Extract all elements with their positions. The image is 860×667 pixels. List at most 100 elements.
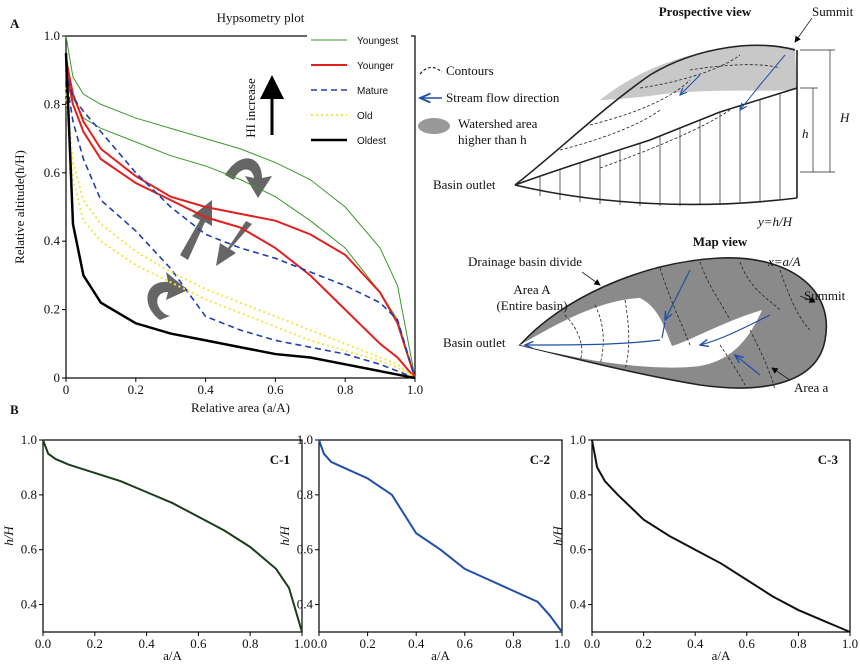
y-tick-label: 1.0 — [44, 28, 60, 43]
key-text: higher than h — [458, 132, 527, 147]
x-tick-label: 0.8 — [505, 636, 521, 651]
legend-label: Oldest — [357, 136, 386, 147]
legend-label: Old — [357, 111, 373, 122]
y-tick-label: 0.2 — [44, 302, 60, 317]
label: (Entire basin) — [496, 298, 567, 313]
series-line — [65, 70, 416, 379]
legend-box — [307, 26, 411, 161]
panel-label: B — [10, 402, 19, 417]
label: H — [839, 110, 850, 125]
x-tick-label: 0.4 — [687, 636, 704, 651]
x-tick-label: 0.2 — [359, 636, 375, 651]
x-tick-label: 0.4 — [197, 382, 214, 397]
x-tick-label: 1.0 — [842, 636, 858, 651]
x-tick-label: 0.6 — [267, 382, 284, 397]
chart-label: C-1 — [270, 452, 290, 467]
plot-frame — [318, 439, 563, 633]
label: h — [802, 126, 809, 141]
series-line — [64, 53, 416, 380]
x-tick-label: 0.0 — [584, 636, 600, 651]
y-axis-label: Relative altitude(h/H) — [12, 150, 27, 264]
key-contour — [419, 67, 443, 75]
label: x=a/A — [767, 254, 801, 269]
x-tick-label: 1.0 — [554, 636, 570, 651]
x-tick-label: 0.4 — [138, 636, 155, 651]
legend-label: Youngest — [357, 36, 399, 47]
key-text: Watershed area — [458, 116, 538, 131]
x-tick-label: 1.0 — [294, 636, 310, 651]
label: Drainage basin divide — [468, 254, 582, 269]
label: Area a — [794, 380, 829, 395]
y-tick-label: 1.0 — [21, 432, 37, 447]
y-tick-label: 0.4 — [21, 597, 38, 612]
x-tick-label: 0.2 — [128, 382, 144, 397]
x-tick-label: 0.8 — [337, 382, 353, 397]
y-tick-label: 0.8 — [44, 96, 60, 111]
series-line — [591, 439, 851, 633]
x-tick-label: 0.6 — [739, 636, 756, 651]
view-title: Map view — [693, 234, 748, 249]
y-tick-label: 0.4 — [570, 597, 587, 612]
map-diagram — [518, 257, 828, 391]
y-tick-label: 0.4 — [44, 233, 61, 248]
view-title: Prospective view — [659, 4, 752, 19]
chart-title: Hypsometry plot — [217, 10, 305, 25]
y-axis-label: h/H — [277, 526, 292, 546]
label: Basin outlet — [443, 335, 506, 350]
y-tick-label: 0.6 — [21, 542, 38, 557]
chart-label: C-2 — [530, 452, 550, 467]
x-tick-label: 0 — [63, 382, 70, 397]
y-tick-label: 1.0 — [570, 432, 586, 447]
hi-label: HI increase — [243, 78, 258, 138]
label: y=h/H — [756, 214, 793, 229]
y-tick-label: 1.0 — [297, 432, 313, 447]
series-line — [65, 35, 416, 379]
y-tick-label: 0.8 — [297, 487, 313, 502]
x-axis-label: a/A — [431, 648, 450, 662]
x-axis-label: a/A — [163, 648, 182, 662]
plot-frame — [591, 439, 851, 633]
y-tick-label: 0.4 — [297, 597, 314, 612]
x-axis-label: Relative area (a/A) — [191, 400, 290, 415]
y-axis-label: h/H — [1, 526, 16, 546]
series-line — [65, 76, 416, 379]
decor-arrows — [147, 158, 272, 320]
y-tick-label: 0.6 — [44, 165, 61, 180]
x-axis-label: a/A — [712, 648, 731, 662]
key-text: Stream flow direction — [446, 90, 560, 105]
series-line — [318, 439, 563, 633]
y-tick-label: 0 — [54, 370, 61, 385]
key-area — [418, 118, 450, 134]
panel-label: A — [10, 16, 20, 31]
label: Summit — [812, 4, 854, 19]
y-axis-label: h/H — [550, 526, 565, 546]
x-tick-label: 0.2 — [87, 636, 103, 651]
key-text: Contours — [446, 63, 494, 78]
x-tick-label: 0.0 — [35, 636, 51, 651]
label: Area A — [513, 282, 551, 297]
x-tick-label: 1.0 — [407, 382, 423, 397]
y-tick-label: 0.6 — [297, 542, 314, 557]
legend-label: Mature — [357, 86, 389, 97]
y-tick-label: 0.8 — [570, 487, 586, 502]
legend-label: Younger — [357, 61, 395, 72]
x-tick-label: 0.4 — [408, 636, 425, 651]
label: Basin outlet — [433, 177, 496, 192]
y-tick-label: 0.6 — [570, 542, 587, 557]
series-line — [65, 70, 416, 379]
plot-frame — [65, 35, 416, 379]
prospective-diagram — [514, 17, 835, 206]
x-tick-label: 0.2 — [635, 636, 651, 651]
label: Summit — [804, 288, 846, 303]
y-tick-label: 0.8 — [21, 487, 37, 502]
x-tick-label: 0.0 — [311, 636, 327, 651]
x-tick-label: 0.8 — [242, 636, 258, 651]
chart-label: C-3 — [818, 452, 839, 467]
x-tick-label: 0.6 — [457, 636, 474, 651]
plot-frame — [42, 439, 303, 633]
x-tick-label: 0.6 — [190, 636, 207, 651]
series-line — [65, 87, 416, 379]
series-line — [65, 59, 416, 379]
series-line — [42, 439, 303, 633]
